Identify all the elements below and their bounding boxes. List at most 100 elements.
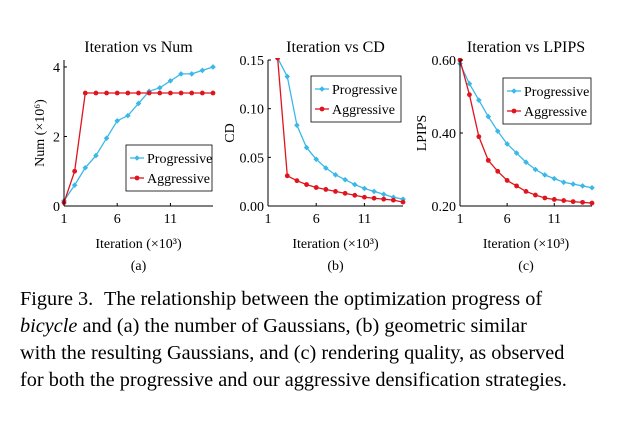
data-point-aggressive bbox=[523, 189, 529, 194]
x-tick-label: 1 bbox=[265, 212, 272, 227]
data-point-progressive bbox=[93, 152, 99, 159]
data-point-aggressive bbox=[82, 90, 88, 96]
data-point-aggressive bbox=[504, 178, 510, 183]
data-point-aggressive bbox=[104, 90, 109, 96]
legend-marker-progressive bbox=[134, 155, 140, 161]
figure-caption: Figure 3. The relationship between the o… bbox=[20, 286, 608, 394]
data-point-progressive bbox=[513, 150, 520, 156]
data-point-progressive bbox=[532, 166, 539, 173]
data-point-aggressive bbox=[284, 173, 290, 179]
data-point-aggressive bbox=[485, 157, 491, 163]
data-point-progressive bbox=[542, 172, 548, 178]
data-point-aggressive bbox=[199, 90, 205, 96]
data-point-aggressive bbox=[342, 190, 348, 196]
chart-title: Iteration vs CD bbox=[286, 39, 385, 56]
data-point-aggressive bbox=[304, 182, 309, 187]
data-point-progressive bbox=[551, 175, 558, 182]
data-point-progressive bbox=[210, 64, 216, 70]
data-point-aggressive bbox=[125, 90, 131, 96]
caption-line-4: for both the progressive and our aggress… bbox=[20, 369, 567, 391]
data-point-progressive bbox=[303, 144, 310, 151]
data-point-progressive bbox=[114, 118, 121, 124]
data-point-progressive bbox=[284, 73, 291, 80]
data-point-aggressive bbox=[514, 183, 519, 189]
y-axis-label: LPIPS bbox=[415, 115, 430, 152]
legend-label-aggressive: Aggressive bbox=[524, 105, 587, 120]
data-point-aggressive bbox=[294, 178, 300, 184]
data-point-aggressive bbox=[352, 192, 358, 198]
data-point-progressive bbox=[313, 156, 320, 163]
caption-line-1: Figure 3. The relationship between the o… bbox=[20, 286, 608, 313]
y-tick-label: 4 bbox=[53, 61, 60, 76]
data-point-progressive bbox=[199, 67, 206, 74]
data-point-aggressive bbox=[400, 199, 406, 205]
y-tick-label: 0.15 bbox=[240, 54, 265, 69]
y-tick-label: 0.10 bbox=[240, 103, 265, 118]
data-point-aggressive bbox=[275, 58, 281, 61]
data-point-aggressive bbox=[561, 198, 567, 203]
y-tick-label: 0.00 bbox=[240, 200, 265, 215]
data-point-progressive bbox=[323, 165, 329, 171]
data-point-aggressive bbox=[476, 134, 482, 140]
series-aggressive bbox=[275, 58, 406, 205]
legend-label-progressive: Progressive bbox=[332, 83, 397, 98]
data-point-aggressive bbox=[136, 90, 141, 96]
data-point-progressive bbox=[466, 80, 473, 87]
data-point-progressive bbox=[485, 113, 492, 120]
data-point-progressive bbox=[523, 159, 529, 165]
data-point-aggressive bbox=[551, 197, 557, 202]
data-point-progressive bbox=[400, 196, 406, 202]
caption-text-2: and (a) the number of Gaussians, (b) geo… bbox=[82, 315, 527, 337]
data-point-progressive bbox=[371, 188, 377, 195]
legend: Progressive Aggressive bbox=[310, 75, 402, 123]
data-point-aggressive bbox=[495, 168, 501, 174]
data-point-aggressive bbox=[189, 90, 195, 96]
figure-label: Figure 3. bbox=[20, 288, 94, 310]
data-point-progressive bbox=[476, 97, 482, 103]
data-point-aggressive bbox=[72, 168, 78, 174]
data-point-aggressive bbox=[323, 187, 329, 192]
data-point-aggressive bbox=[210, 90, 216, 96]
x-tick-label: 1 bbox=[457, 212, 464, 227]
y-tick-label: 0.40 bbox=[432, 127, 457, 142]
y-tick-label: 2 bbox=[53, 130, 60, 145]
data-point-progressive bbox=[380, 191, 387, 198]
x-tick-label: 6 bbox=[313, 212, 320, 227]
data-point-aggressive bbox=[178, 90, 184, 96]
x-tick-label: 6 bbox=[114, 212, 121, 227]
legend-label-progressive: Progressive bbox=[147, 152, 212, 167]
data-point-aggressive bbox=[333, 189, 338, 194]
data-point-progressive bbox=[178, 71, 184, 77]
x-axis-label: Iteration (×10³) bbox=[292, 237, 379, 252]
legend-label-progressive: Progressive bbox=[524, 85, 589, 100]
data-point-progressive bbox=[342, 176, 348, 183]
x-tick-label: 11 bbox=[358, 212, 371, 227]
legend-marker-aggressive bbox=[511, 108, 517, 114]
data-point-progressive bbox=[294, 122, 300, 129]
data-point-aggressive bbox=[362, 194, 367, 200]
data-point-progressive bbox=[332, 172, 339, 178]
legend-box bbox=[502, 77, 592, 125]
data-point-progressive bbox=[188, 71, 195, 77]
x-tick-label: 6 bbox=[504, 212, 511, 227]
data-point-progressive bbox=[494, 128, 501, 134]
y-tick-label: 0.20 bbox=[432, 200, 457, 215]
panel-label: (b) bbox=[327, 259, 344, 274]
legend-marker-progressive bbox=[511, 88, 517, 94]
data-point-progressive bbox=[135, 100, 142, 107]
caption-scene-name: bicycle bbox=[20, 315, 78, 337]
data-point-aggressive bbox=[93, 90, 99, 96]
data-point-aggressive bbox=[157, 90, 163, 96]
data-point-aggressive bbox=[371, 195, 377, 201]
data-point-aggressive bbox=[580, 199, 585, 205]
legend: Progressive Aggressive bbox=[502, 77, 592, 125]
data-point-aggressive bbox=[168, 90, 173, 96]
x-tick-label: 11 bbox=[548, 212, 561, 227]
data-point-aggressive bbox=[114, 90, 120, 96]
data-point-progressive bbox=[156, 85, 163, 91]
data-point-progressive bbox=[71, 182, 78, 188]
legend-box bbox=[310, 75, 402, 123]
data-point-progressive bbox=[103, 135, 110, 142]
legend-marker-aggressive bbox=[134, 175, 140, 181]
